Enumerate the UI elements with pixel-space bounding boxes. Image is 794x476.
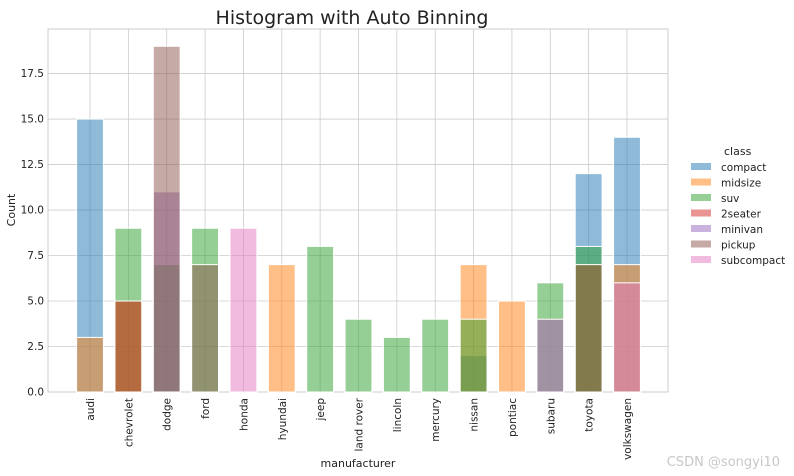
bar-suv-land-rover (344, 318, 373, 393)
y-tick-label: 2.5 (27, 341, 44, 353)
bar-suv-jeep (306, 245, 335, 393)
y-tick-label: 10.0 (21, 205, 44, 217)
y-tick-labels: 0.0 2.5 5.0 7.5 10.0 12.5 15.0 17.5 (21, 68, 44, 398)
x-tick-label: ford (200, 398, 212, 419)
legend-label-subcompact: subcompact (721, 255, 785, 267)
bar-suv-lincoln (382, 336, 411, 393)
chart-title: Histogram with Auto Binning (216, 7, 489, 29)
bar-subcompact-subaru (536, 318, 565, 393)
x-tick-label: dodge (162, 398, 174, 431)
bar-midsize-audi (76, 336, 104, 393)
x-tick-label: nissan (469, 398, 481, 432)
x-tick-label: chevrolet (123, 398, 135, 447)
bar-pickup-dodge (152, 45, 181, 393)
bar-2seater-chevrolet (114, 300, 143, 393)
legend-label-pickup: pickup (721, 240, 756, 252)
bar-subcompact-volkswagen (613, 282, 641, 393)
legend-label-midsize: midsize (721, 178, 761, 190)
bar-pickup-toyota (574, 264, 603, 393)
x-tick-labels: audi chevrolet dodge ford honda hyundai jeep la… (85, 397, 634, 460)
y-tick-label: 5.0 (27, 296, 44, 308)
legend-swatch-minivan (691, 225, 711, 232)
bar-midsize-pontiac (498, 300, 526, 393)
legend-title: class (724, 145, 752, 158)
x-tick-label: pontiac (507, 398, 519, 437)
bars (76, 45, 641, 393)
watermark: CSDN @songyi10 (666, 455, 780, 470)
y-tick-label: 12.5 (21, 159, 44, 171)
x-tick-label: toyota (584, 398, 596, 432)
y-axis-label: Count (5, 193, 18, 226)
legend-label-2seater: 2seater (721, 209, 762, 221)
legend-label-compact: compact (721, 162, 766, 174)
bar-suv-mercury (421, 318, 450, 393)
x-tick-label: mercury (430, 398, 442, 442)
x-tick-label: lincoln (392, 398, 404, 432)
legend-label-suv: suv (721, 193, 739, 205)
x-tick-label: jeep (315, 398, 327, 422)
legend: class compact midsize suv 2seater minivan pick… (691, 145, 785, 267)
x-tick-label: honda (238, 398, 250, 431)
y-tick-label: 7.5 (27, 250, 44, 262)
x-axis-label: manufacturer (321, 457, 396, 470)
legend-swatch-suv (691, 194, 711, 201)
x-tick-label: land rover (354, 397, 366, 451)
legend-swatch-compact (691, 163, 711, 170)
y-tick-label: 0.0 (27, 387, 44, 399)
legend-label-minivan: minivan (721, 224, 763, 236)
legend-swatch-subcompact (691, 256, 711, 263)
x-tick-label: audi (85, 398, 97, 421)
bar-suv-nissan (459, 318, 488, 393)
x-tick-label: hyundai (277, 398, 289, 440)
bar-pickup-ford (191, 264, 219, 393)
x-tick-label: subaru (545, 398, 557, 434)
legend-swatch-midsize (691, 178, 711, 186)
legend-swatch-pickup (691, 240, 711, 248)
y-tick-label: 17.5 (21, 68, 44, 80)
legend-swatch-2seater (691, 209, 711, 217)
y-tick-label: 15.0 (21, 114, 44, 126)
x-tick-label: volkswagen (622, 398, 634, 460)
bar-subcompact-honda (229, 227, 258, 393)
bar-midsize-hyundai (267, 264, 296, 393)
